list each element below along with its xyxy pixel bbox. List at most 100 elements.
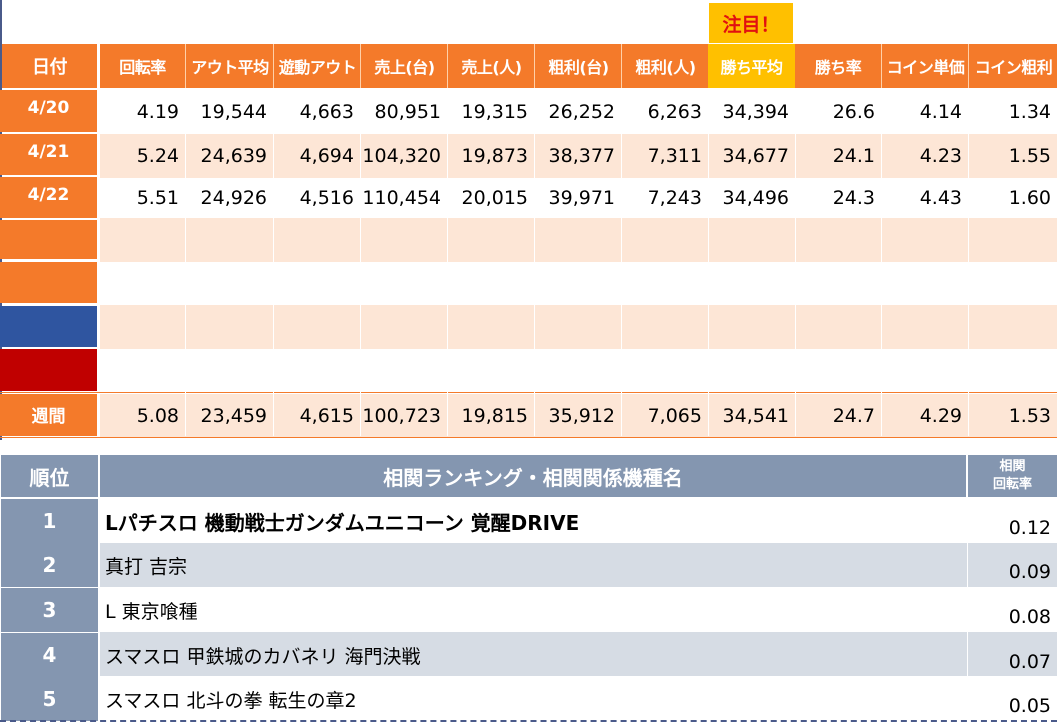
stat-value: 80,951 xyxy=(374,101,441,123)
ranking-row-bg xyxy=(100,587,1057,631)
stat-value: 5.24 xyxy=(136,145,179,167)
header-play-out: 遊動アウト xyxy=(273,44,361,88)
rank-col-sep xyxy=(967,497,968,719)
stat-value: 34,677 xyxy=(722,145,789,167)
stat-value: 104,320 xyxy=(362,145,441,167)
col-sep xyxy=(273,90,274,436)
stat-value: 38,377 xyxy=(548,145,615,167)
date-cell-empty xyxy=(0,262,97,303)
stat-value: 34,496 xyxy=(722,187,789,209)
stat-value: 4.29 xyxy=(919,405,962,427)
header-spin-rate: 回転率 xyxy=(100,44,185,88)
header-profit-machine: 粗利(台) xyxy=(534,44,622,88)
header-coin-price: コイン単価 xyxy=(881,44,969,88)
rank-number: 2 xyxy=(1,543,98,587)
weekly-label: 週間 xyxy=(0,394,97,436)
machine-name: スマスロ 北斗の拳 転生の章2 xyxy=(105,689,357,712)
stat-value: 4.23 xyxy=(919,145,962,167)
stat-value: 5.08 xyxy=(136,405,179,427)
stat-value: 4,694 xyxy=(299,145,354,167)
header-out-average: アウト平均 xyxy=(185,44,274,88)
rank-header: 順位 xyxy=(1,455,98,497)
header-profit-person: 粗利(人) xyxy=(621,44,709,88)
date-cell: 4/20 xyxy=(0,90,97,132)
date-cell: 4/22 xyxy=(0,177,97,218)
stat-value: 4,516 xyxy=(299,187,354,209)
stat-value: 1.60 xyxy=(1008,187,1051,209)
weekly-row: 5.08 23,459 4,615 100,723 19,815 35,912 7,065 3… xyxy=(0,394,1057,438)
row-bg-tint xyxy=(100,218,1057,262)
stat-value: 19,315 xyxy=(461,101,528,123)
stat-value: 24.7 xyxy=(832,405,875,427)
stat-value: 35,912 xyxy=(548,405,615,427)
row-bg-tint xyxy=(100,394,1057,438)
rank-number: 4 xyxy=(1,633,98,677)
col-sep xyxy=(968,90,969,436)
weekly-top-border xyxy=(0,392,1057,393)
stat-value: 19,873 xyxy=(461,145,528,167)
rank-number: 3 xyxy=(1,588,98,632)
correlation-value: 0.07 xyxy=(1008,651,1051,673)
stat-value: 39,971 xyxy=(548,187,615,209)
ranking-row-bg xyxy=(100,543,1057,587)
correlation-value: 0.08 xyxy=(1008,606,1051,628)
stat-value: 4,663 xyxy=(299,101,354,123)
rank-value-header-line2: 回転率 xyxy=(992,477,1032,492)
stat-value: 7,243 xyxy=(647,187,702,209)
rank-value-header-line1: 相関 xyxy=(999,459,1026,474)
header-date: 日付 xyxy=(2,44,97,88)
header-coin-profit: コイン粗利 xyxy=(968,44,1057,88)
correlation-value: 0.12 xyxy=(1008,517,1051,539)
attention-note: 注目！ xyxy=(709,3,793,43)
date-cell-empty xyxy=(0,220,97,259)
stat-value: 24.3 xyxy=(832,187,875,209)
stat-value: 6,263 xyxy=(647,101,702,123)
rank-name-header: 相関ランキング・相関関係機種名 xyxy=(100,455,966,497)
row-bg xyxy=(100,261,1057,305)
col-sep xyxy=(795,90,796,436)
stat-value: 1.55 xyxy=(1008,145,1051,167)
stat-value: 26,252 xyxy=(548,101,615,123)
page-break-line xyxy=(0,720,1057,722)
rank-number: 5 xyxy=(1,677,98,721)
row-bg-tint xyxy=(100,134,1057,178)
stat-value: 4,615 xyxy=(299,405,354,427)
correlation-value: 0.09 xyxy=(1008,561,1051,583)
col-sep xyxy=(447,90,448,436)
col-sep xyxy=(621,90,622,436)
stat-value: 7,311 xyxy=(647,145,702,167)
stat-value: 5.51 xyxy=(136,187,179,209)
stat-value: 26.6 xyxy=(832,101,875,123)
machine-name: L 東京喰種 xyxy=(105,600,198,623)
stat-value: 4.43 xyxy=(919,187,962,209)
col-sep xyxy=(708,90,709,436)
machine-name: スマスロ 甲鉄城のカバネリ 海門決戦 xyxy=(105,645,421,668)
stat-value: 20,015 xyxy=(461,187,528,209)
stat-value: 110,454 xyxy=(362,187,441,209)
header-sales-machine: 売上(台) xyxy=(360,44,448,88)
date-cell-saturday xyxy=(0,306,97,347)
date-cell-sunday xyxy=(0,349,97,391)
col-sep xyxy=(881,90,882,436)
stat-value: 1.34 xyxy=(1008,101,1051,123)
stats-row: 5.24 24,639 4,694 104,320 19,873 38,377 7,311 3… xyxy=(0,134,1057,178)
stat-value: 24.1 xyxy=(832,145,875,167)
stat-value: 24,926 xyxy=(200,187,267,209)
stats-row: 4.19 19,544 4,663 80,951 19,315 26,252 6,263 34… xyxy=(0,90,1057,134)
stat-value: 19,815 xyxy=(461,405,528,427)
stat-value: 4.14 xyxy=(919,101,962,123)
stat-value: 23,459 xyxy=(200,405,267,427)
weekly-bottom-border xyxy=(0,437,1057,438)
rank-number: 1 xyxy=(1,499,98,543)
stat-value: 24,639 xyxy=(200,145,267,167)
stats-row: 5.51 24,926 4,516 110,454 20,015 39,971 7,243 3… xyxy=(0,176,1057,220)
rank-value-header: 相関 回転率 xyxy=(968,455,1057,497)
machine-name: Lパチスロ 機動戦士ガンダムユニコーン 覚醒DRIVE xyxy=(105,510,580,535)
col-sep xyxy=(534,90,535,436)
stat-value: 100,723 xyxy=(362,405,441,427)
stat-value: 1.53 xyxy=(1008,405,1051,427)
stat-value: 4.19 xyxy=(136,101,179,123)
date-cell: 4/21 xyxy=(0,134,97,175)
header-win-rate: 勝ち率 xyxy=(795,44,881,88)
row-bg xyxy=(100,349,1057,393)
